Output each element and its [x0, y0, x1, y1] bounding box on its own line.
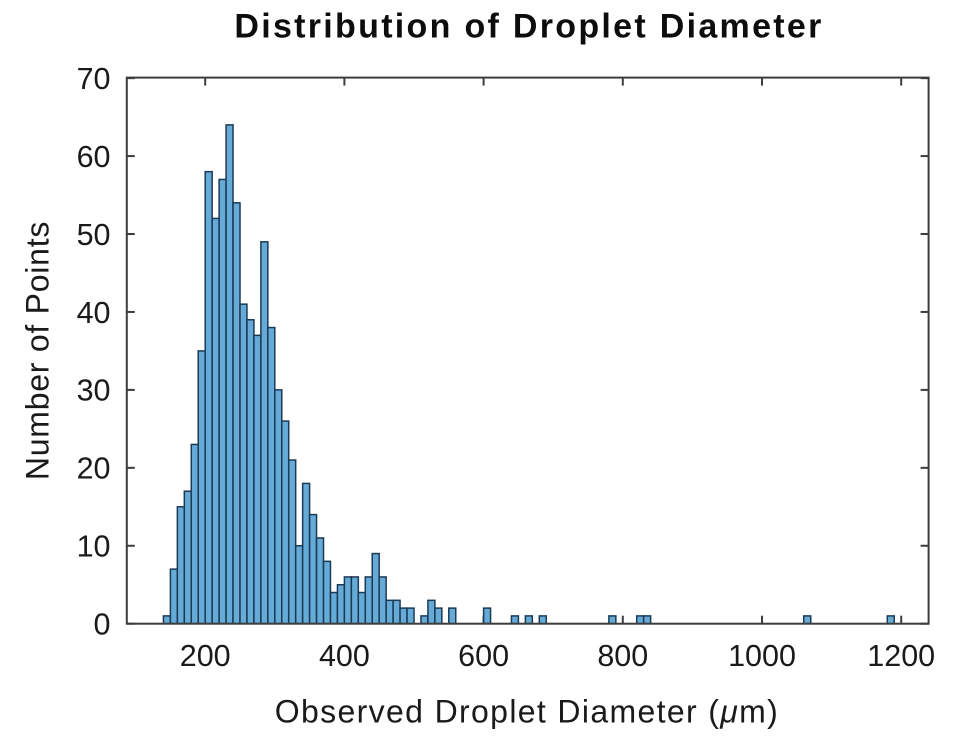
svg-text:Distribution of Droplet Diamet: Distribution of Droplet Diameter: [234, 7, 823, 45]
svg-text:60: 60: [77, 140, 111, 174]
svg-text:400: 400: [319, 639, 370, 673]
svg-text:40: 40: [77, 296, 111, 330]
svg-text:20: 20: [77, 452, 111, 486]
svg-text:1200: 1200: [867, 639, 935, 673]
svg-text:200: 200: [180, 639, 231, 673]
svg-text:30: 30: [77, 374, 111, 408]
svg-text:Number of Points: Number of Points: [20, 221, 56, 480]
svg-text:70: 70: [77, 62, 111, 96]
svg-text:0: 0: [94, 608, 111, 642]
svg-text:10: 10: [77, 530, 111, 564]
svg-text:1000: 1000: [728, 639, 796, 673]
svg-text:50: 50: [77, 218, 111, 252]
svg-text:800: 800: [597, 639, 648, 673]
svg-text:600: 600: [458, 639, 509, 673]
svg-text:Observed Droplet Diameter (μm): Observed Droplet Diameter (μm): [275, 693, 779, 729]
